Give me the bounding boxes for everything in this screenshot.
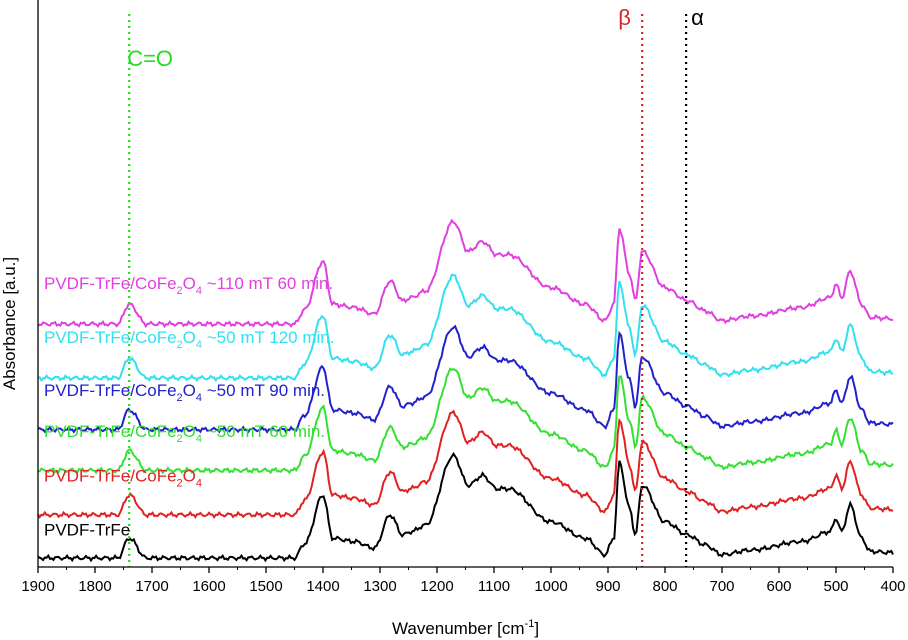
series-layer xyxy=(37,218,894,563)
series-label-4: PVDF-TrFe/CoFe2O4 ~50 mT 60 min. xyxy=(44,422,325,445)
x-tick-label: 1500 xyxy=(249,578,282,595)
x-tick-label: 1300 xyxy=(363,578,396,595)
series-line-3 xyxy=(37,324,894,434)
annotation-alpha: α xyxy=(691,5,704,30)
x-tick-label: 900 xyxy=(595,578,620,595)
x-tick-label: 1600 xyxy=(192,578,225,595)
series-line-6 xyxy=(37,451,894,563)
series-line-1 xyxy=(37,218,894,329)
series-label-6: PVDF-TrFe xyxy=(44,521,130,540)
x-tick-label: 600 xyxy=(766,578,791,595)
x-tick-label: 1900 xyxy=(21,578,54,595)
x-tick-label: 800 xyxy=(652,578,677,595)
x-tick-label: 400 xyxy=(880,578,905,595)
series-label-2: PVDF-TrFe/CoFe2O4 ~50 mT 120 min. xyxy=(44,328,334,351)
series-line-2 xyxy=(37,273,894,383)
x-tick-label: 1000 xyxy=(534,578,567,595)
series-label-1: PVDF-TrFe/CoFe2O4 ~110 mT 60 min. xyxy=(44,274,333,297)
x-tick-label: 1400 xyxy=(306,578,339,595)
series-label-5: PVDF-TrFe/CoFe2O4 xyxy=(44,466,202,489)
y-axis-title: Absorbance [a.u.] xyxy=(0,257,19,390)
reference-lines: C=O β α xyxy=(127,5,704,567)
x-tick-label: 1700 xyxy=(135,578,168,595)
x-tick-label: 500 xyxy=(823,578,848,595)
x-axis-title: Wavenumber [cm-1] xyxy=(392,618,539,638)
x-tick-label: 1200 xyxy=(420,578,453,595)
x-tick-label: 700 xyxy=(709,578,734,595)
annotation-beta: β xyxy=(618,5,631,30)
series-line-4 xyxy=(37,367,894,475)
annotation-carbonyl: C=O xyxy=(127,46,173,71)
series-labels: PVDF-TrFe/CoFe2O4 ~110 mT 60 min. PVDF-Tr… xyxy=(44,274,334,540)
x-tick-label: 1100 xyxy=(478,578,510,595)
series-line-5 xyxy=(37,409,894,520)
series-label-3: PVDF-TrFe/CoFe2O4 ~50 mT 90 min. xyxy=(44,381,325,404)
x-tick-label: 1800 xyxy=(78,578,111,595)
